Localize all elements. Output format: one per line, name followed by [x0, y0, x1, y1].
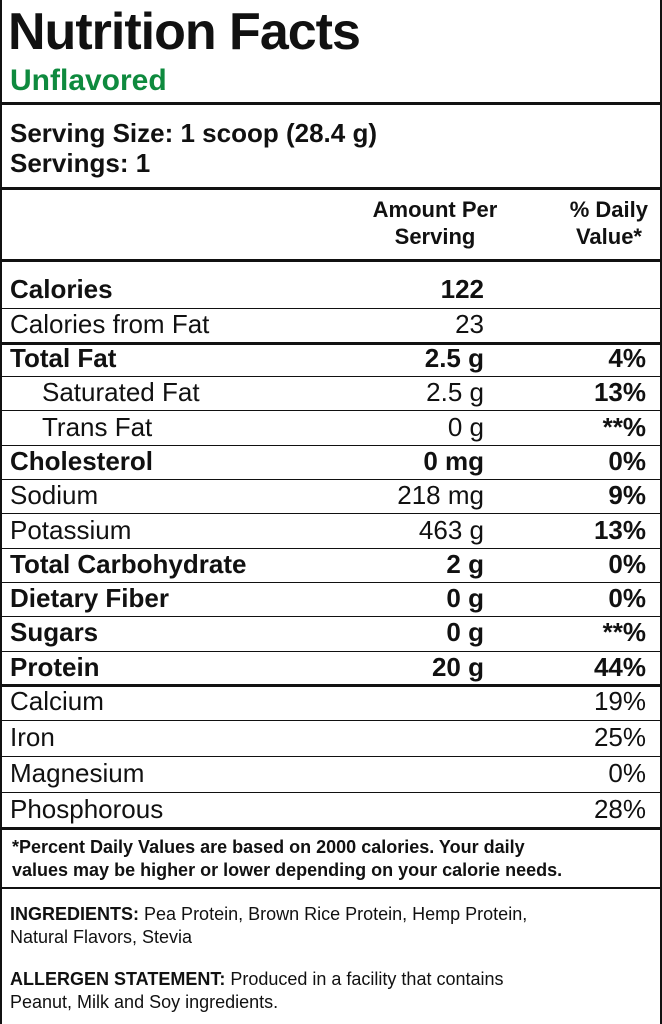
rule: [0, 827, 662, 830]
footnote: values may be higher or lower depending …: [12, 860, 563, 880]
column-head: % Daily: [569, 197, 648, 222]
title: Nutrition Facts: [8, 3, 361, 61]
amount: 20 g: [431, 651, 484, 682]
nutrient-name: Iron: [10, 722, 55, 752]
daily-value: 9%: [608, 480, 646, 511]
nutrient-name: Dietary Fiber: [10, 583, 169, 614]
paragraph-line: Natural Flavors, Stevia: [10, 928, 192, 946]
rule: [0, 410, 662, 411]
rule: [0, 756, 662, 757]
daily-value: 4%: [608, 343, 646, 373]
daily-value: 0%: [608, 583, 646, 614]
paragraph-label: ALLERGEN STATEMENT:: [10, 969, 226, 989]
nutrient-name: Saturated Fat: [42, 377, 200, 408]
amount: 0 g: [447, 411, 484, 442]
rule: [0, 651, 662, 652]
nutrient-name: Total Fat: [10, 343, 117, 373]
column-head: Value*: [575, 224, 642, 249]
rule: [0, 102, 662, 105]
rule: [0, 792, 662, 793]
column-head: Serving: [394, 224, 476, 249]
daily-value: 19%: [593, 686, 646, 716]
paragraph-text: Pea Protein, Brown Rice Protein, Hemp Pr…: [144, 904, 528, 924]
nutrient-name: Sodium: [10, 480, 99, 511]
amount: 2 g: [446, 548, 484, 579]
column-head: Amount Per: [372, 197, 498, 222]
nutrient-name: Sugars: [10, 617, 99, 648]
nutrient-name: Total Carbohydrate: [10, 548, 247, 579]
nutrient-name: Calories from Fat: [10, 309, 210, 339]
amount: 0 g: [446, 617, 484, 648]
amount: 2.5 g: [426, 377, 484, 408]
nutrient-name: Calcium: [10, 686, 104, 716]
rule: [0, 887, 662, 889]
serving-size: Serving Size: 1 scoop (28.4 g): [10, 118, 377, 148]
rule: [0, 684, 662, 687]
rule: [0, 513, 662, 514]
amount: 122: [440, 274, 484, 304]
rule: [0, 259, 662, 262]
amount: 0 g: [446, 583, 484, 614]
amount: 218 mg: [397, 480, 484, 511]
servings: Servings: 1: [10, 148, 151, 178]
amount: 23: [455, 309, 484, 339]
rule: [0, 616, 662, 617]
nutrient-name: Magnesium: [10, 758, 145, 788]
paragraph-text: Produced in a facility that contains: [230, 969, 504, 989]
rule: [0, 445, 662, 446]
daily-value: 0%: [608, 758, 646, 788]
daily-value: 13%: [593, 377, 646, 408]
flavor: Unflavored: [10, 64, 167, 97]
daily-value: 0%: [608, 548, 646, 579]
daily-value: **%: [602, 411, 646, 442]
daily-value: 28%: [593, 794, 646, 824]
paragraph-line: Peanut, Milk and Soy ingredients.: [10, 993, 278, 1011]
nutrient-name: Calories: [10, 274, 113, 304]
border: [660, 0, 662, 1024]
daily-value: 44%: [593, 651, 646, 682]
nutrient-name: Protein: [10, 651, 100, 682]
rule: [0, 187, 662, 190]
rule: [0, 720, 662, 721]
amount: 0 mg: [423, 445, 484, 476]
nutrient-name: Trans Fat: [42, 411, 153, 442]
nutrient-name: Cholesterol: [10, 445, 154, 476]
border: [0, 0, 2, 1024]
nutrient-name: Potassium: [10, 514, 132, 545]
daily-value: 0%: [608, 445, 646, 476]
paragraph-text: Natural Flavors, Stevia: [10, 927, 193, 947]
paragraph-line: INGREDIENTS: Pea Protein, Brown Rice Pro…: [10, 905, 527, 923]
daily-value: 25%: [593, 722, 646, 752]
daily-value: **%: [602, 617, 646, 648]
rule: [0, 479, 662, 480]
rule: [0, 342, 662, 345]
amount: 463 g: [418, 514, 484, 545]
footnote: *Percent Daily Values are based on 2000 …: [12, 837, 525, 857]
rule: [0, 376, 662, 377]
daily-value: 13%: [593, 514, 646, 545]
rule: [0, 582, 662, 583]
amount: 2.5 g: [424, 343, 484, 373]
paragraph-label: INGREDIENTS:: [10, 904, 140, 924]
nutrient-name: Phosphorous: [10, 794, 164, 824]
paragraph-text: Peanut, Milk and Soy ingredients.: [10, 992, 279, 1012]
rule: [0, 548, 662, 549]
paragraph-line: ALLERGEN STATEMENT: Produced in a facili…: [10, 970, 504, 988]
rule: [0, 308, 662, 309]
